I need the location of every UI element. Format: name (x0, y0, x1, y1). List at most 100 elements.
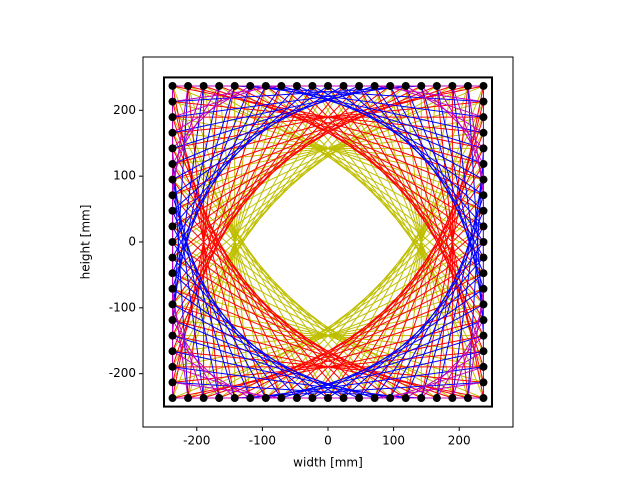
string (405, 210, 484, 399)
string (172, 85, 453, 243)
string (172, 85, 220, 305)
pin (184, 81, 193, 90)
pin (479, 128, 488, 137)
string (436, 179, 484, 399)
pin (261, 81, 270, 90)
pin (401, 394, 410, 403)
string (172, 85, 236, 289)
pin (168, 362, 177, 371)
pin (261, 394, 270, 403)
string (374, 241, 484, 399)
string (389, 226, 484, 399)
pin (479, 316, 488, 325)
y-tick-label: -200 (109, 366, 136, 380)
pin (168, 284, 177, 293)
string (312, 303, 484, 399)
pin (168, 159, 177, 168)
y-tick-label: 0 (128, 235, 136, 249)
string (451, 85, 484, 321)
pin (479, 159, 488, 168)
pin (215, 394, 224, 403)
x-tick-label: -100 (249, 434, 276, 448)
pin (184, 394, 193, 403)
pin (168, 81, 177, 90)
pin (479, 144, 488, 153)
pin (277, 394, 286, 403)
pin (199, 394, 208, 403)
pin (479, 113, 488, 122)
pin (417, 81, 426, 90)
pin (168, 222, 177, 231)
pin (355, 394, 364, 403)
string (172, 226, 267, 399)
pin (417, 394, 426, 403)
pin (355, 81, 364, 90)
string (172, 272, 313, 399)
pin (230, 394, 239, 403)
pin (370, 81, 379, 90)
string (172, 303, 344, 399)
pin (479, 362, 488, 371)
pin (370, 394, 379, 403)
pin (168, 347, 177, 356)
string (172, 85, 406, 118)
pin (432, 81, 441, 90)
string (327, 85, 484, 196)
string (234, 381, 484, 399)
pin (292, 81, 301, 90)
pin (308, 81, 317, 90)
pin (479, 97, 488, 106)
pin (479, 331, 488, 340)
string (187, 257, 484, 399)
string (172, 85, 329, 196)
string-set (172, 85, 484, 399)
string (327, 85, 484, 368)
string (172, 85, 251, 274)
string (172, 335, 375, 399)
pin (479, 284, 488, 293)
string (172, 85, 282, 243)
pin (339, 81, 348, 90)
string (312, 85, 484, 181)
string (172, 288, 329, 399)
x-tick-label: 0 (324, 434, 332, 448)
string (172, 85, 236, 149)
string (172, 101, 313, 399)
string (172, 85, 344, 181)
pin (386, 394, 395, 403)
x-tick-label: 200 (448, 434, 471, 448)
pin (308, 394, 317, 403)
pin (479, 222, 488, 231)
pin (432, 394, 441, 403)
pin (168, 300, 177, 309)
string (172, 241, 282, 399)
string (172, 257, 298, 399)
string (172, 85, 422, 103)
pin (277, 81, 286, 90)
pin (168, 238, 177, 246)
pin (401, 81, 410, 90)
string (389, 85, 484, 258)
x-tick-label: 100 (382, 434, 405, 448)
string (327, 288, 484, 399)
pin (168, 191, 177, 200)
string (172, 304, 205, 399)
pin (168, 253, 177, 262)
string (405, 350, 484, 399)
pin (479, 175, 488, 184)
pin (168, 378, 177, 387)
pin (168, 206, 177, 215)
pin (324, 394, 332, 403)
string (172, 101, 484, 134)
pin (168, 128, 177, 137)
pin (168, 331, 177, 340)
plot-area (162, 76, 494, 408)
string (172, 335, 236, 399)
string (358, 257, 484, 399)
y-tick-label: 100 (113, 169, 136, 183)
string (420, 85, 484, 149)
pin (215, 81, 224, 90)
string (358, 85, 484, 227)
